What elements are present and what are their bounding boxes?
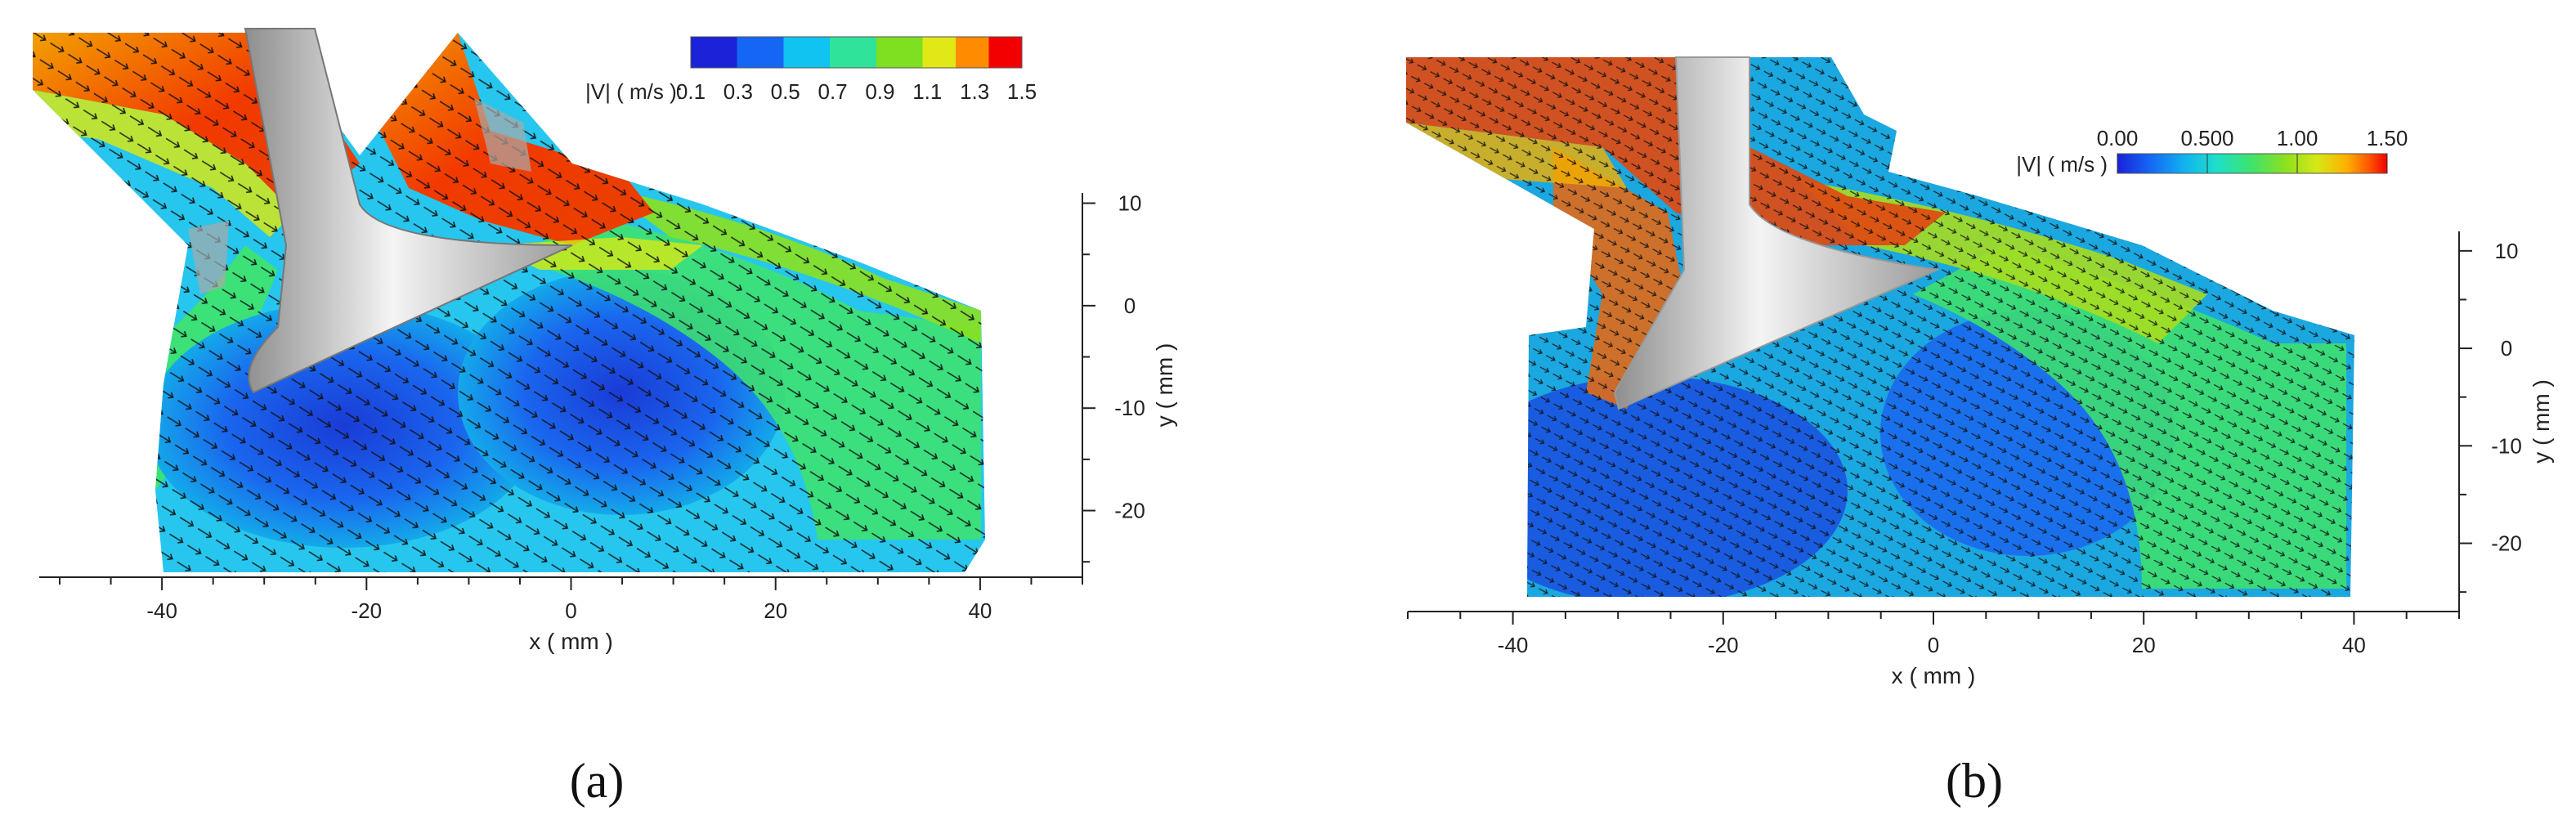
valve-a — [244, 28, 573, 394]
panel-label-a: (a) — [570, 754, 625, 808]
y-tick-label: -20 — [1114, 499, 1145, 523]
colorbar-a: 0.1 0.3 0.5 0.7 0.9 1.1 1.3 1.5 |V| ( m/s ): — [585, 36, 1037, 104]
colorbar-tick-label: 1.50 — [2367, 126, 2408, 150]
x-tick-label: 20 — [764, 598, 787, 623]
y-tick-label: -20 — [2491, 531, 2522, 556]
y-tick-label: 10 — [2495, 239, 2519, 263]
y-tick-label: -10 — [2491, 433, 2522, 458]
colorbar-tick-label: 0.7 — [818, 79, 847, 104]
x-tick-label: -40 — [146, 598, 177, 623]
x-tick-label: 0 — [565, 598, 576, 623]
y-axis-label: y ( mm ) — [1152, 343, 1177, 428]
x-tick-label: 40 — [968, 598, 992, 623]
colorbar-title: |V| ( m/s ) — [2016, 152, 2108, 177]
y-tick-label: 10 — [1118, 191, 1142, 216]
colorbar-tick-label: 0.3 — [724, 79, 753, 104]
x-tick-label: -20 — [352, 598, 383, 623]
axes-a: -40 -20 0 20 40 10 0 -10 -20 x ( mm ) y ( mm ) — [39, 191, 1177, 654]
panel-a: -40 -20 0 20 40 10 0 -10 -20 x ( mm ) y ( mm ) 0.1… — [33, 28, 1177, 808]
y-axis-label: y ( mm ) — [2529, 379, 2554, 464]
colorbar-tick-label: 1.3 — [960, 79, 989, 104]
y-tick-label: -10 — [1114, 396, 1145, 420]
y-tick-label: 0 — [1124, 294, 1136, 318]
x-tick-label: -20 — [1708, 633, 1739, 657]
colorbar-title: |V| ( m/s ): — [585, 79, 683, 104]
colorbar-tick-label: 0.00 — [2097, 126, 2139, 150]
x-tick-label: 40 — [2342, 633, 2366, 657]
colorbar-tick-label: 0.500 — [2180, 126, 2233, 150]
panel-label-b: (b) — [1946, 754, 2003, 808]
colorbar-gradient — [2117, 153, 2388, 174]
colorbar-b: 0.00 0.500 1.00 1.50 |V| ( m/s ) — [2016, 126, 2408, 177]
colorbar-tick-label: 0.5 — [771, 79, 800, 104]
velocity-field-b — [1406, 57, 2354, 597]
colorbar-tick-label: 0.9 — [865, 79, 894, 104]
colorbar-tick-label: 0.1 — [676, 79, 706, 104]
colorbar-gradient — [690, 36, 1023, 69]
x-axis-label: x ( mm ) — [1892, 663, 1976, 688]
colorbar-tick-label: 1.00 — [2277, 126, 2318, 150]
panel-b: -40 -20 0 20 40 10 0 -10 -20 x ( mm ) y ( mm ) 0.0… — [1406, 56, 2554, 808]
x-tick-label: 0 — [1928, 633, 1939, 657]
colorbar-tick-label: 1.5 — [1007, 79, 1037, 104]
axes-b: -40 -20 0 20 40 10 0 -10 -20 x ( mm ) y ( mm ) — [1407, 231, 2554, 688]
colorbar-tick-label: 1.1 — [912, 79, 942, 104]
x-axis-label: x ( mm ) — [529, 629, 613, 654]
x-tick-label: 20 — [2132, 633, 2156, 657]
x-tick-label: -40 — [1498, 633, 1529, 657]
y-tick-label: 0 — [2501, 336, 2512, 361]
valve-b — [1613, 56, 1941, 410]
